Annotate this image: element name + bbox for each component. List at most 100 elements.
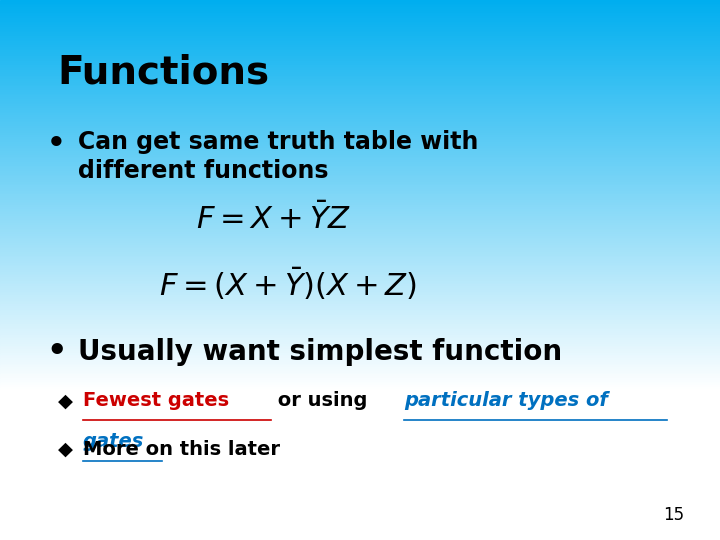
Bar bbox=[0, 115, 720, 117]
Bar bbox=[0, 189, 720, 191]
Bar bbox=[0, 528, 720, 529]
Bar bbox=[0, 47, 720, 49]
Bar bbox=[0, 93, 720, 96]
Bar bbox=[0, 211, 720, 212]
Bar bbox=[0, 184, 720, 185]
Bar bbox=[0, 223, 720, 225]
Bar bbox=[0, 245, 720, 247]
Bar bbox=[0, 65, 720, 66]
Bar bbox=[0, 342, 720, 344]
Bar bbox=[0, 209, 720, 211]
Bar bbox=[0, 335, 720, 336]
Bar bbox=[0, 34, 720, 36]
Bar bbox=[0, 144, 720, 146]
Bar bbox=[0, 353, 720, 355]
Bar bbox=[0, 497, 720, 498]
Bar bbox=[0, 112, 720, 113]
Bar bbox=[0, 493, 720, 495]
Bar bbox=[0, 383, 720, 385]
Bar bbox=[0, 155, 720, 157]
Bar bbox=[0, 423, 720, 425]
Bar bbox=[0, 207, 720, 209]
Bar bbox=[0, 502, 720, 504]
Bar bbox=[0, 16, 720, 18]
Bar bbox=[0, 167, 720, 169]
Bar bbox=[0, 434, 720, 436]
Bar bbox=[0, 475, 720, 477]
Bar bbox=[0, 279, 720, 281]
Bar bbox=[0, 160, 720, 162]
Bar bbox=[0, 85, 720, 86]
Bar bbox=[0, 536, 720, 538]
Bar bbox=[0, 140, 720, 142]
Bar bbox=[0, 32, 720, 34]
Bar bbox=[0, 322, 720, 324]
Bar bbox=[0, 297, 720, 299]
Bar bbox=[0, 182, 720, 184]
Bar bbox=[0, 126, 720, 128]
Bar bbox=[0, 101, 720, 103]
Bar bbox=[0, 417, 720, 420]
Bar bbox=[0, 387, 720, 389]
Bar bbox=[0, 119, 720, 120]
Bar bbox=[0, 205, 720, 207]
Bar bbox=[0, 447, 720, 448]
Bar bbox=[0, 295, 720, 297]
Bar bbox=[0, 142, 720, 144]
Bar bbox=[0, 0, 720, 2]
Bar bbox=[0, 363, 720, 366]
Bar bbox=[0, 466, 720, 468]
Bar bbox=[0, 275, 720, 277]
Bar bbox=[0, 396, 720, 398]
Bar bbox=[0, 437, 720, 439]
Bar bbox=[0, 174, 720, 177]
Bar bbox=[0, 270, 720, 272]
Bar bbox=[0, 151, 720, 153]
Bar bbox=[0, 254, 720, 255]
Bar bbox=[0, 355, 720, 356]
Bar bbox=[0, 390, 720, 393]
Bar bbox=[0, 201, 720, 204]
Bar bbox=[0, 169, 720, 171]
Bar bbox=[0, 328, 720, 329]
Bar bbox=[0, 509, 720, 511]
Bar bbox=[0, 538, 720, 540]
Text: ◆: ◆ bbox=[58, 392, 73, 410]
Text: •: • bbox=[47, 130, 66, 158]
Bar bbox=[0, 455, 720, 457]
Bar bbox=[0, 236, 720, 238]
Bar bbox=[0, 288, 720, 290]
Bar bbox=[0, 153, 720, 155]
Bar bbox=[0, 356, 720, 358]
Bar bbox=[0, 146, 720, 147]
Bar bbox=[0, 344, 720, 346]
Bar bbox=[0, 164, 720, 166]
Bar bbox=[0, 470, 720, 471]
Bar bbox=[0, 490, 720, 491]
Bar bbox=[0, 88, 720, 90]
Bar bbox=[0, 522, 720, 524]
Bar bbox=[0, 430, 720, 432]
Bar bbox=[0, 54, 720, 56]
Bar bbox=[0, 339, 720, 340]
Bar bbox=[0, 459, 720, 461]
Bar bbox=[0, 22, 720, 23]
Bar bbox=[0, 20, 720, 22]
Bar bbox=[0, 452, 720, 454]
Text: or using: or using bbox=[271, 392, 374, 410]
Bar bbox=[0, 120, 720, 123]
Text: gates: gates bbox=[83, 432, 144, 451]
Bar bbox=[0, 76, 720, 77]
Bar bbox=[0, 150, 720, 151]
Bar bbox=[0, 504, 720, 506]
Bar bbox=[0, 515, 720, 517]
Bar bbox=[0, 268, 720, 270]
Bar bbox=[0, 301, 720, 302]
Bar bbox=[0, 531, 720, 533]
Bar bbox=[0, 198, 720, 200]
Bar bbox=[0, 231, 720, 232]
Bar bbox=[0, 49, 720, 50]
Bar bbox=[0, 444, 720, 447]
Bar bbox=[0, 27, 720, 29]
Bar bbox=[0, 187, 720, 189]
